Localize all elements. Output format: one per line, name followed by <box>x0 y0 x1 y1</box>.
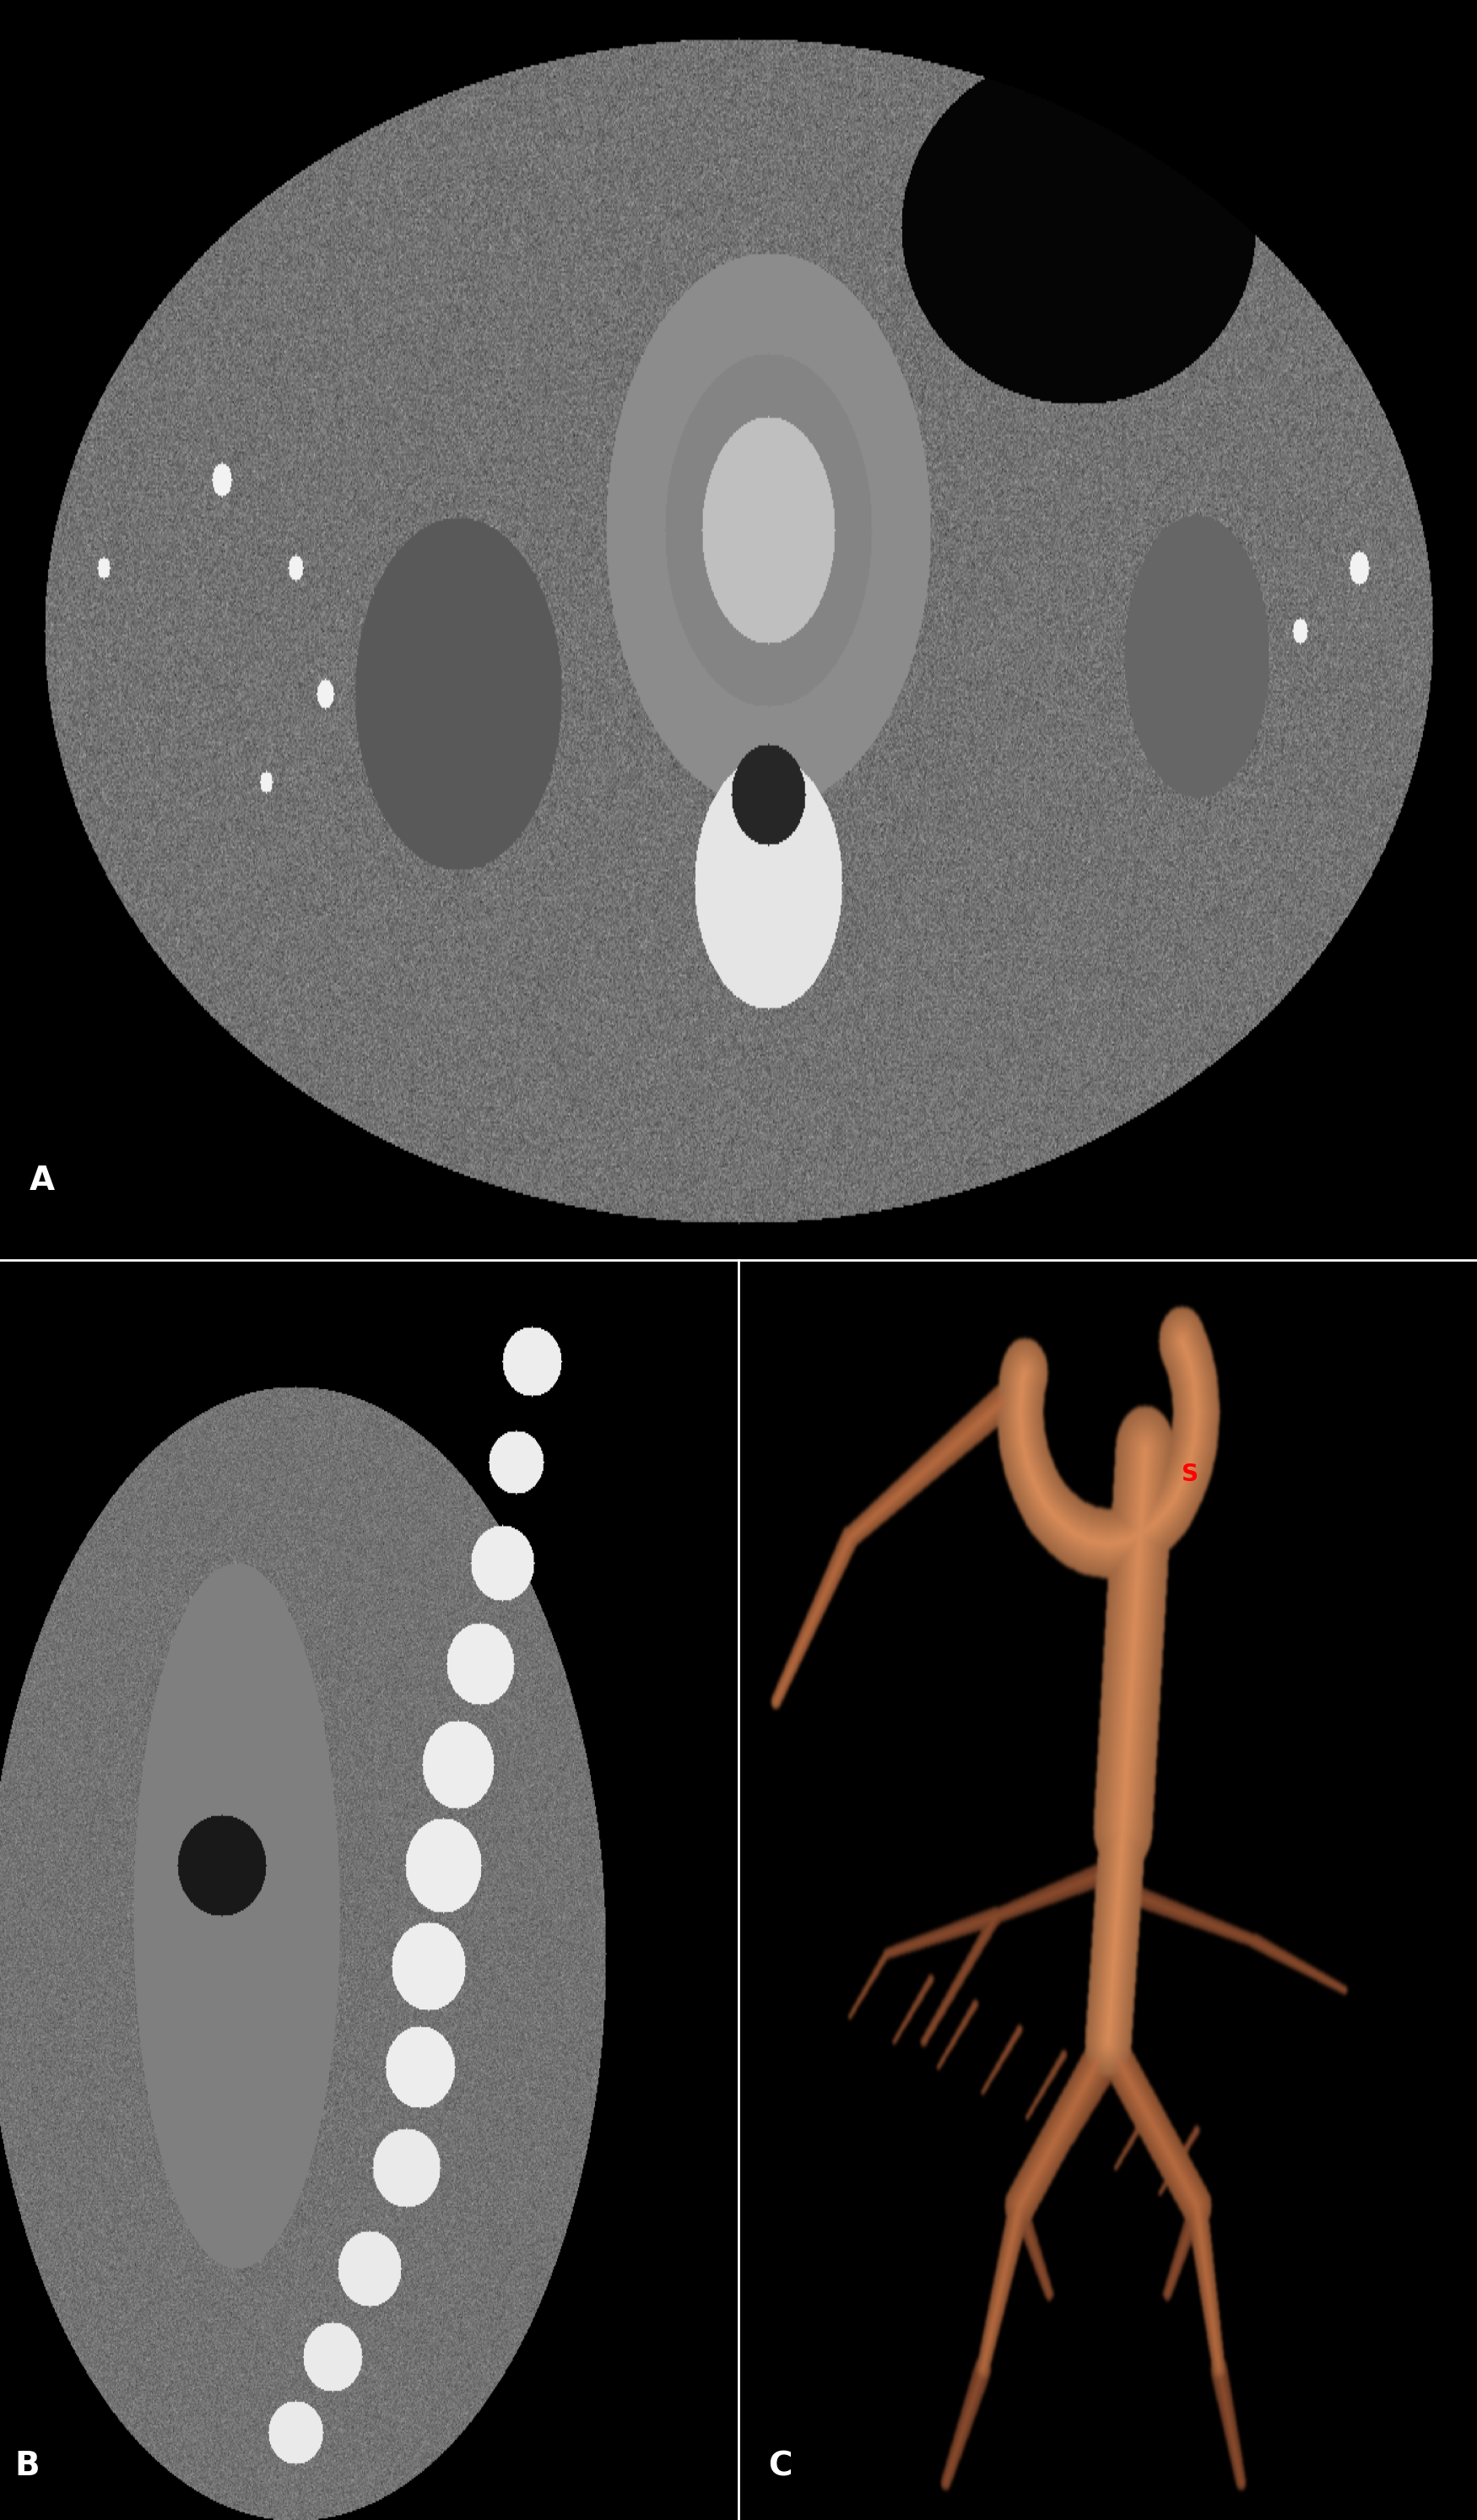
Text: A: A <box>30 1164 55 1197</box>
Text: C: C <box>768 2449 792 2482</box>
Text: S: S <box>1182 1462 1198 1487</box>
Text: B: B <box>15 2449 40 2482</box>
